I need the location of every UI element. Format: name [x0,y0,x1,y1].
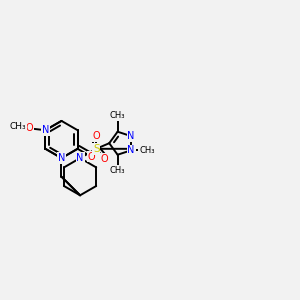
Text: CH₃: CH₃ [139,146,155,155]
Text: S: S [93,144,100,154]
Text: CH₃: CH₃ [10,122,26,131]
Text: N: N [128,131,135,141]
Text: O: O [88,152,95,162]
Text: O: O [26,123,33,133]
Text: CH₃: CH₃ [110,111,125,120]
Text: N: N [128,145,135,155]
Text: O: O [92,131,100,141]
Text: CH₃: CH₃ [110,166,125,175]
Text: N: N [58,153,65,163]
Text: N: N [42,125,49,135]
Text: N: N [76,153,84,163]
Text: O: O [101,154,108,164]
